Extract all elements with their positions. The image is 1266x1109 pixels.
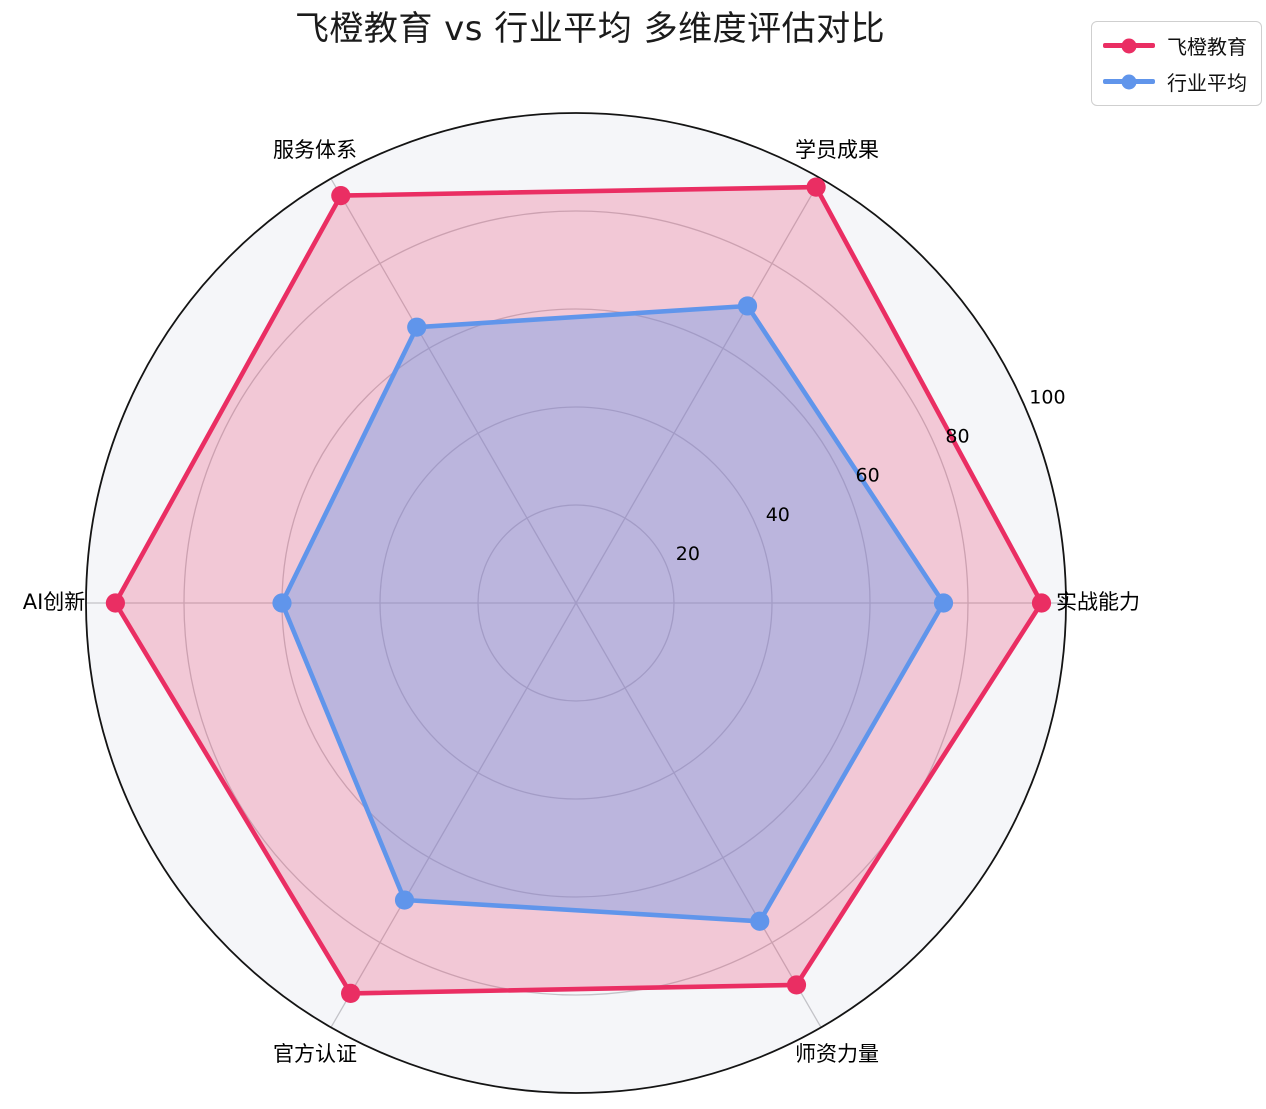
legend-label: 飞橙教育	[1167, 35, 1247, 59]
category-label-0: 实战能力	[1056, 590, 1140, 614]
data-point-0-2	[331, 186, 351, 206]
data-point-1-2	[407, 317, 427, 337]
chart-title: 飞橙教育 vs 行业平均 多维度评估对比	[294, 9, 886, 49]
data-point-0-3	[105, 593, 125, 613]
data-point-0-1	[806, 177, 826, 197]
radial-tick-label: 20	[676, 543, 700, 565]
category-label-1: 学员成果	[795, 138, 879, 162]
data-point-1-3	[272, 593, 292, 613]
radial-tick-label: 60	[856, 465, 880, 487]
series-fill-0	[115, 187, 1042, 994]
legend-item-industry: 行业平均	[1103, 67, 1247, 96]
legend-marker-dot	[1121, 38, 1137, 53]
axis-spoke	[330, 602, 577, 1028]
data-point-1-1	[737, 296, 758, 316]
data-point-1-5	[750, 911, 770, 931]
legend-label: 行业平均	[1167, 71, 1247, 95]
category-label-4: 官方认证	[273, 1042, 357, 1066]
radial-tick-label: 40	[766, 504, 790, 526]
legend-line-swatch	[1103, 74, 1155, 89]
data-point-0-5	[786, 975, 807, 995]
axis-spoke	[330, 178, 577, 604]
series-fill-1	[282, 306, 944, 922]
axis-spoke	[575, 602, 822, 1028]
legend-marker-dot	[1121, 74, 1137, 89]
axis-spoke	[575, 178, 822, 604]
data-point-1-4	[394, 890, 415, 910]
category-label-5: 师资力量	[795, 1042, 879, 1066]
category-label-3: AI创新	[23, 590, 86, 614]
data-point-0-4	[341, 983, 361, 1004]
data-point-0-0	[1031, 593, 1052, 613]
radial-tick-label: 80	[945, 426, 969, 448]
legend-line-swatch	[1103, 38, 1155, 53]
legend: 飞橙教育 行业平均	[1091, 21, 1262, 106]
category-label-2: 服务体系	[273, 138, 357, 162]
polar-spine	[85, 112, 1067, 1094]
data-point-1-0	[933, 593, 954, 613]
legend-item-feicheng: 飞橙教育	[1103, 31, 1247, 60]
radial-tick-label: 100	[1029, 387, 1065, 409]
